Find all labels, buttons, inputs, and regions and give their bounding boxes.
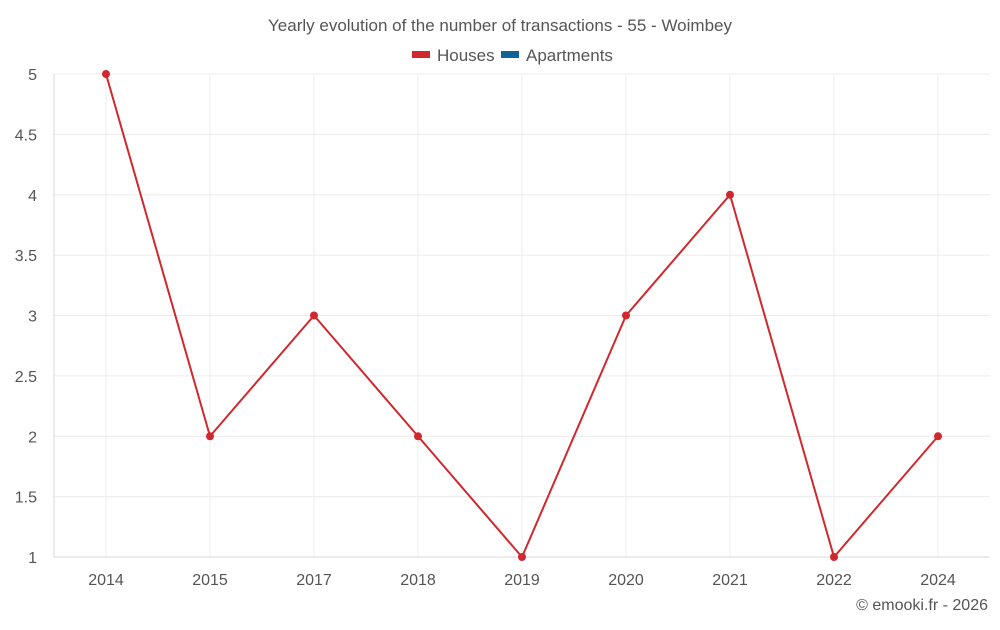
legend-swatch	[501, 51, 519, 58]
legend-label: Houses	[437, 46, 495, 65]
x-tick-label: 2018	[400, 572, 436, 589]
data-point-houses-2021[interactable]	[726, 190, 734, 199]
x-tick-label: 2014	[88, 572, 124, 589]
x-tick-label: 2024	[920, 572, 956, 589]
x-tick-label: 2020	[608, 572, 644, 589]
legend-item-apartments[interactable]: Apartments	[501, 46, 613, 65]
grid-lines	[54, 73, 990, 557]
credit-text[interactable]: © emooki.fr - 2026	[856, 597, 988, 614]
y-tick-label: 4.5	[15, 127, 37, 144]
y-axis-tick-labels: 1 1.5 2 2.5 3 3.5 4 4.5 5	[15, 67, 37, 567]
y-tick-label: 5	[28, 67, 37, 84]
legend-swatch	[412, 51, 430, 58]
data-point-houses-2022[interactable]	[830, 553, 838, 561]
x-tick-label: 2015	[192, 572, 228, 589]
legend-item-houses[interactable]: Houses	[412, 46, 495, 65]
x-tick-label: 2019	[504, 572, 540, 589]
data-point-houses-2019[interactable]	[518, 553, 526, 561]
chart-title: Yearly evolution of the number of transa…	[268, 16, 732, 35]
series-points	[102, 70, 942, 561]
y-tick-label: 1	[28, 550, 37, 567]
data-point-houses-2020[interactable]	[622, 311, 630, 320]
x-tick-label: 2021	[712, 572, 748, 589]
legend-label: Apartments	[526, 46, 613, 65]
x-tick-label: 2022	[816, 572, 852, 589]
data-point-houses-2015[interactable]	[206, 432, 214, 441]
legend: Houses Apartments	[412, 46, 613, 65]
y-tick-label: 2	[28, 429, 37, 446]
y-tick-label: 1.5	[15, 490, 37, 507]
data-point-houses-2014[interactable]	[102, 70, 110, 78]
y-tick-label: 3	[28, 309, 37, 326]
data-point-houses-2024[interactable]	[934, 432, 942, 441]
data-point-houses-2017[interactable]	[310, 311, 318, 320]
x-tick-label: 2017	[296, 572, 332, 589]
y-tick-label: 2.5	[15, 369, 37, 386]
x-axis-tick-labels: 2014 2015 2017 2018 2019 2020 2021 2022 2024	[88, 572, 956, 589]
y-tick-label: 4	[28, 188, 37, 205]
y-tick-label: 3.5	[15, 248, 37, 265]
data-point-houses-2018[interactable]	[414, 432, 422, 441]
